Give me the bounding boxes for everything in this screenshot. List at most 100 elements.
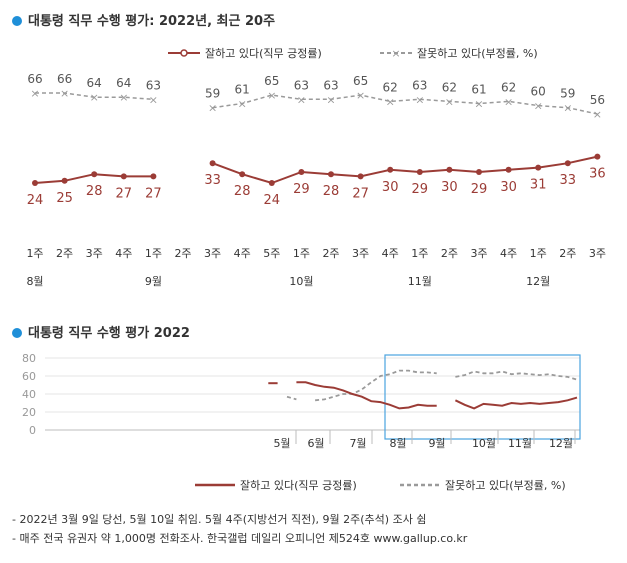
approve-data-label: 25 (56, 191, 73, 206)
approve-data-label: 36 (589, 167, 606, 182)
disapprove-line (35, 92, 154, 101)
approve-marker (209, 160, 216, 167)
disapprove-data-label: 63 (294, 78, 309, 92)
approve-data-label: 28 (323, 184, 340, 199)
x-tick-label: 2주 (441, 247, 458, 260)
disapprove-line (315, 369, 437, 402)
x-tick-label: 1주 (145, 247, 162, 260)
disapprove-data-label: 64 (116, 76, 131, 90)
approve-marker (120, 173, 127, 180)
legend-disapprove-marker: × (391, 47, 400, 60)
chart2-title-text: 대통령 직무 수행 평가 2022 (28, 326, 190, 341)
disapprove-marker: × (238, 98, 247, 111)
chart1-legend: 잘하고 있다(직무 긍정률) × 잘못하고 있다(부정률, %) (168, 46, 538, 60)
x-tick-label: 4주 (382, 247, 399, 260)
x-tick-label: 4주 (234, 247, 251, 260)
approve-data-label: 29 (412, 182, 429, 197)
disapprove-marker: × (30, 87, 39, 100)
x-tick-label: 7월 (349, 437, 366, 450)
approve-marker (268, 180, 275, 186)
disapprove-marker: × (474, 98, 483, 111)
disapprove-marker: × (534, 100, 543, 113)
y-tick-label: 0 (29, 424, 36, 437)
x-tick-label: 1주 (530, 247, 547, 260)
approve-data-label: 28 (86, 184, 103, 199)
approve-marker (32, 180, 38, 186)
x-tick-label: 2주 (174, 247, 191, 260)
approve-marker (476, 169, 482, 175)
disapprove-data-label: 62 (501, 80, 516, 94)
approve-marker (328, 171, 334, 178)
x-tick-label: 2주 (56, 247, 73, 260)
month-label: 11월 (408, 275, 432, 288)
highlight-box (384, 354, 581, 440)
approve-data-label: 27 (145, 186, 162, 201)
y-tick-label: 20 (22, 406, 36, 419)
approve-data-label: 31 (530, 178, 547, 193)
disapprove-data-label: 64 (87, 76, 102, 90)
x-tick-label: 8월 (389, 437, 406, 450)
approve-marker (594, 153, 601, 160)
disapprove-line (455, 370, 578, 381)
approve-data-label: 24 (27, 193, 44, 208)
approve-data-label: 27 (352, 186, 369, 201)
x-tick-label: 6월 (307, 437, 324, 450)
disapprove-data-label: 65 (264, 74, 279, 88)
disapprove-marker: × (415, 93, 424, 106)
approve-data-label: 29 (471, 182, 488, 197)
disapprove-marker: × (149, 93, 158, 106)
disapprove-line (212, 94, 598, 115)
title-dot-icon (12, 16, 22, 26)
x-tick-label: 9월 (428, 437, 445, 450)
legend-approve-label: 잘하고 있다(직무 긍정률) (205, 46, 322, 60)
approve-marker (535, 164, 542, 171)
disapprove-data-label: 63 (323, 78, 338, 92)
disapprove-marker: × (356, 89, 365, 102)
legend-disapprove-label: 잘못하고 있다(부정률, %) (445, 478, 566, 492)
approve-marker (564, 160, 571, 167)
approve-marker (298, 169, 305, 175)
x-tick-label: 4주 (500, 247, 517, 260)
approve-line (296, 381, 437, 410)
disapprove-data-label: 66 (57, 72, 72, 86)
approve-data-label: 33 (560, 173, 577, 188)
disapprove-marker: × (60, 87, 69, 100)
y-tick-label: 60 (22, 370, 36, 383)
disapprove-marker: × (119, 91, 128, 104)
approve-marker (150, 173, 157, 180)
approve-data-label: 33 (204, 173, 221, 188)
disapprove-data-label: 63 (412, 78, 427, 92)
disapprove-line (286, 395, 297, 401)
approve-data-label: 30 (500, 180, 517, 195)
approve-data-label: 30 (382, 180, 399, 195)
disapprove-data-label: 66 (27, 72, 42, 86)
legend-approve-marker (180, 49, 188, 57)
x-tick-label: 1주 (411, 247, 428, 260)
disapprove-marker: × (326, 93, 335, 106)
chart1: 잘하고 있다(직무 긍정률) × 잘못하고 있다(부정률, %)×66×66×64×… (26, 46, 606, 288)
x-tick-label: 3주 (86, 247, 103, 260)
approve-marker (357, 173, 364, 180)
legend-disapprove-label: 잘못하고 있다(부정률, %) (417, 46, 538, 60)
y-tick-label: 40 (22, 388, 36, 401)
approve-line (454, 396, 578, 410)
disapprove-data-label: 61 (471, 83, 486, 97)
x-tick-label: 1주 (26, 247, 43, 260)
footnote-line-2: - 매주 전국 유권자 약 1,000명 전화조사. 한국갤럽 데일리 오피니언… (12, 532, 468, 545)
approve-marker (239, 171, 246, 178)
chart1-title: 대통령 직무 수행 평가: 2022년, 최근 20주 (12, 10, 275, 29)
x-tick-label: 12월 (549, 437, 573, 450)
x-tick-label: 3주 (204, 247, 221, 260)
disapprove-marker: × (90, 91, 99, 104)
legend-approve-label: 잘하고 있다(직무 긍정률) (240, 478, 357, 492)
chart1-title-text: 대통령 직무 수행 평가: 2022년, 최근 20주 (28, 14, 276, 29)
disapprove-marker: × (208, 102, 217, 115)
disapprove-data-label: 60 (531, 85, 546, 99)
approve-data-label: 29 (293, 182, 310, 197)
disapprove-data-label: 59 (205, 87, 220, 101)
disapprove-marker: × (593, 108, 602, 121)
x-tick-label: 10월 (472, 437, 496, 450)
disapprove-data-label: 65 (353, 74, 368, 88)
disapprove-marker: × (386, 95, 395, 108)
